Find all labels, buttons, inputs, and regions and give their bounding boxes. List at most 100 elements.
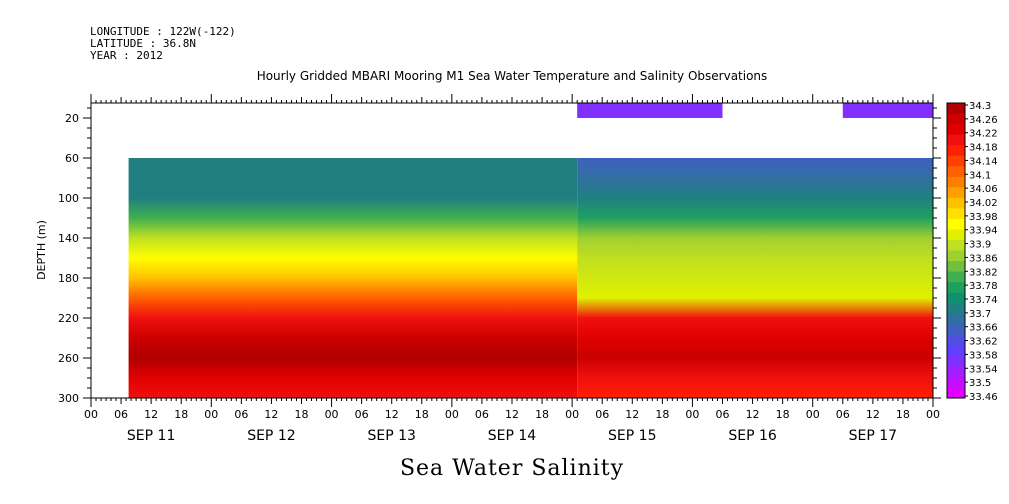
x-tick-label: 18 [415, 408, 429, 421]
plot-area [128, 103, 933, 398]
x-tick-label: 12 [264, 408, 278, 421]
colorbar-swatch [947, 218, 965, 230]
y-axis: 20 60 100 140 180 220 260 300 [58, 107, 941, 405]
x-tick-label: 12 [866, 408, 880, 421]
x-tick-label: 12 [746, 408, 760, 421]
main-field-east [577, 158, 933, 398]
y-tick-label: 100 [58, 192, 79, 205]
colorbar-swatch [947, 261, 965, 273]
colorbar-label: 34.18 [969, 143, 998, 154]
colorbar-label: 34.26 [969, 115, 998, 126]
x-tick-label: 18 [776, 408, 790, 421]
x-tick-label: 12 [144, 408, 158, 421]
colorbar-label: 34.14 [969, 156, 998, 167]
colorbar-label: 33.9 [969, 240, 991, 251]
x-day-label: SEP 17 [849, 428, 897, 444]
colorbar-swatch [947, 103, 965, 115]
main-field-west [128, 158, 578, 398]
colorbar-swatch [947, 239, 965, 251]
colorbar-label: 33.46 [969, 392, 998, 403]
colorbar-label: 33.94 [969, 226, 998, 237]
colorbar-swatch [947, 208, 965, 220]
x-tick-label: 06 [716, 408, 730, 421]
colorbar-label: 33.86 [969, 253, 998, 264]
colorbar-label: 33.66 [969, 323, 998, 334]
colorbar-swatch [947, 345, 965, 357]
colorbar-swatch [947, 355, 965, 367]
colorbar-swatch [947, 145, 965, 157]
colorbar-label: 34.06 [969, 184, 998, 195]
x-tick-label: 06 [355, 408, 369, 421]
colorbar-swatch [947, 155, 965, 167]
y-tick-label: 220 [58, 312, 79, 325]
x-tick-label: 00 [325, 408, 339, 421]
colorbar-swatch [947, 134, 965, 146]
x-day-label: SEP 15 [608, 428, 656, 444]
x-tick-label: 12 [385, 408, 399, 421]
y-tick-label: 300 [58, 392, 79, 405]
y-tick-label: 60 [65, 152, 79, 165]
colorbar-swatch [947, 324, 965, 336]
x-tick-label: 00 [204, 408, 218, 421]
colorbar-label: 33.54 [969, 364, 998, 375]
colorbar-label: 33.82 [969, 267, 998, 278]
x-tick-label: 06 [595, 408, 609, 421]
colorbar-swatch [947, 113, 965, 125]
colorbar-swatch [947, 250, 965, 262]
x-tick-label: 06 [836, 408, 850, 421]
latitude-label: LATITUDE : 36.8N [90, 37, 196, 50]
colorbar-swatch [947, 271, 965, 283]
x-day-label: SEP 12 [247, 428, 295, 444]
colorbar-label: 33.78 [969, 281, 998, 292]
colorbar-label: 33.62 [969, 337, 998, 348]
colorbar-label: 33.5 [969, 378, 991, 389]
colorbar-swatch [947, 376, 965, 388]
colorbar-label: 34.22 [969, 129, 998, 140]
x-tick-label: 18 [896, 408, 910, 421]
x-day-label: SEP 14 [488, 428, 537, 444]
colorbar-label: 33.98 [969, 212, 998, 223]
colorbar-swatch [947, 124, 965, 136]
surface-band-b [842, 103, 933, 118]
variable-name: Sea Water Salinity [400, 456, 624, 481]
x-tick-label: 00 [445, 408, 459, 421]
x-day-label: SEP 16 [728, 428, 777, 444]
x-tick-label: 06 [114, 408, 128, 421]
colorbar-swatch [947, 387, 965, 399]
chart-title: Hourly Gridded MBARI Mooring M1 Sea Wate… [257, 69, 768, 83]
y-tick-label: 180 [58, 272, 79, 285]
colorbar-label: 33.74 [969, 295, 998, 306]
colorbar-label: 33.58 [969, 350, 998, 361]
colorbar-swatch [947, 176, 965, 188]
colorbar-swatch [947, 334, 965, 346]
x-tick-label: 18 [535, 408, 549, 421]
colorbar-frame [946, 102, 966, 399]
colorbar-swatch [947, 197, 965, 209]
colorbar-label: 34.3 [969, 101, 991, 112]
x-tick-label: 06 [234, 408, 248, 421]
x-tick-label: 18 [295, 408, 309, 421]
x-tick-label: 00 [926, 408, 940, 421]
year-label: YEAR : 2012 [90, 49, 163, 62]
colorbar: 34.3 34.26 34.22 34.18 34.14 34.1 34.06 34.02 33… [946, 101, 998, 403]
colorbar-label: 34.1 [969, 170, 991, 181]
y-tick-label: 20 [65, 112, 79, 125]
y-tick-label: 260 [58, 352, 79, 365]
colorbar-swatch [947, 282, 965, 294]
x-tick-label: 00 [806, 408, 820, 421]
colorbar-swatch [947, 303, 965, 315]
colorbar-label: 34.02 [969, 198, 998, 209]
colorbar-swatch [947, 313, 965, 325]
y-tick-label: 140 [58, 232, 79, 245]
x-day-label: SEP 11 [127, 428, 175, 444]
x-tick-label: 12 [505, 408, 519, 421]
x-tick-label: 12 [625, 408, 639, 421]
colorbar-swatch [947, 292, 965, 304]
y-axis-label: DEPTH (m) [35, 220, 48, 280]
colorbar-swatch [947, 366, 965, 378]
x-tick-label: 00 [84, 408, 98, 421]
colorbar-swatch [947, 187, 965, 199]
colorbar-swatch [947, 166, 965, 178]
x-tick-label: 18 [174, 408, 188, 421]
